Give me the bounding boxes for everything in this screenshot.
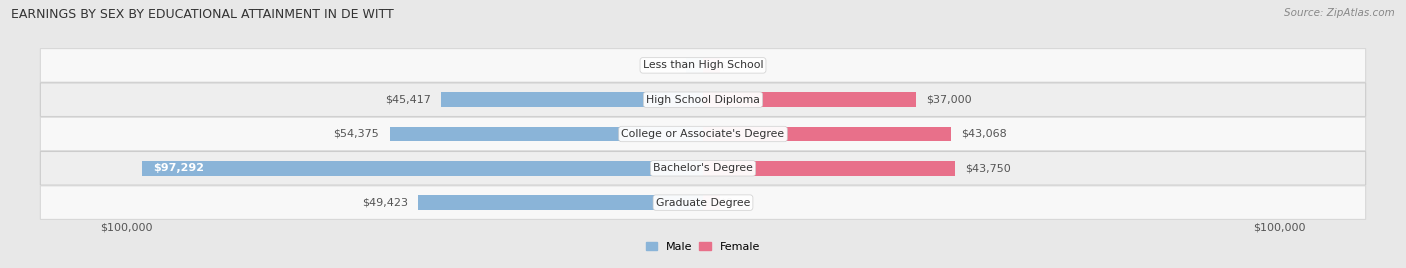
Bar bbox=[703, 126, 952, 142]
Text: College or Associate's Degree: College or Associate's Degree bbox=[621, 129, 785, 139]
Bar bbox=[703, 161, 955, 176]
Text: EARNINGS BY SEX BY EDUCATIONAL ATTAINMENT IN DE WITT: EARNINGS BY SEX BY EDUCATIONAL ATTAINMEN… bbox=[11, 8, 394, 21]
Text: $54,375: $54,375 bbox=[333, 129, 380, 139]
FancyBboxPatch shape bbox=[41, 83, 1365, 117]
Legend: Male, Female: Male, Female bbox=[647, 242, 759, 252]
Text: $43,068: $43,068 bbox=[962, 129, 1007, 139]
Bar bbox=[389, 126, 703, 142]
Bar bbox=[441, 92, 703, 107]
Text: $43,750: $43,750 bbox=[966, 163, 1011, 173]
Bar bbox=[418, 195, 703, 210]
Text: $45,417: $45,417 bbox=[385, 95, 430, 105]
Text: $0: $0 bbox=[718, 60, 733, 70]
Text: Graduate Degree: Graduate Degree bbox=[655, 198, 751, 208]
FancyBboxPatch shape bbox=[41, 117, 1365, 151]
Text: $49,423: $49,423 bbox=[361, 198, 408, 208]
Text: High School Diploma: High School Diploma bbox=[647, 95, 759, 105]
Text: Source: ZipAtlas.com: Source: ZipAtlas.com bbox=[1284, 8, 1395, 18]
Text: Less than High School: Less than High School bbox=[643, 60, 763, 70]
FancyBboxPatch shape bbox=[41, 49, 1365, 82]
Bar bbox=[703, 92, 917, 107]
Text: $0: $0 bbox=[673, 60, 688, 70]
Text: $37,000: $37,000 bbox=[927, 95, 972, 105]
FancyBboxPatch shape bbox=[41, 151, 1365, 185]
Bar bbox=[703, 195, 720, 210]
Bar bbox=[142, 161, 703, 176]
Text: Bachelor's Degree: Bachelor's Degree bbox=[652, 163, 754, 173]
FancyBboxPatch shape bbox=[41, 186, 1365, 219]
Text: $0: $0 bbox=[718, 198, 733, 208]
Text: $97,292: $97,292 bbox=[153, 163, 204, 173]
Bar bbox=[703, 58, 720, 73]
Bar bbox=[686, 58, 703, 73]
